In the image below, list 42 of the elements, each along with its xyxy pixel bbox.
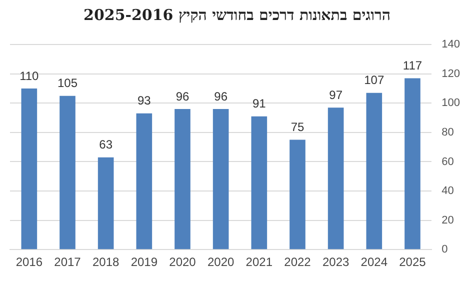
x-tick-label: 2017 — [54, 255, 82, 270]
bar — [328, 108, 344, 250]
y-tick-label: 60 — [442, 156, 454, 168]
bar — [98, 157, 114, 250]
x-tick-label: 2019 — [130, 255, 158, 270]
data-label: 105 — [57, 76, 78, 90]
x-tick-label: 2020 — [169, 255, 196, 270]
bar — [290, 140, 306, 250]
x-tick-label: 2025 — [399, 255, 426, 270]
data-label: 96 — [214, 89, 228, 104]
x-tick-label: 2022 — [284, 255, 312, 270]
bar — [174, 109, 190, 250]
data-label: 63 — [99, 138, 113, 152]
y-tick-label: 40 — [442, 185, 454, 198]
y-tick-label: 20 — [442, 214, 454, 226]
x-tick-label: 2016 — [16, 255, 43, 270]
y-tick-label: 100 — [442, 97, 460, 110]
bar — [136, 113, 152, 250]
data-label: 75 — [290, 120, 304, 134]
y-tick-label: 80 — [442, 126, 454, 138]
bar — [366, 92, 382, 250]
data-label: 96 — [176, 89, 190, 104]
data-label: 107 — [364, 73, 384, 88]
x-tick-label: 2023 — [322, 255, 350, 270]
data-label: 93 — [137, 94, 152, 108]
x-tick-label: 2020 — [207, 255, 234, 270]
x-tick-label: 2021 — [246, 255, 273, 270]
chart-title: הרוגים בתאונות דרכים בחודשי הקיץ 2025-2016 — [82, 5, 392, 26]
x-tick-label: 2024 — [360, 255, 388, 270]
bar — [21, 88, 38, 250]
y-tick-label: 120 — [442, 68, 460, 80]
y-tick-label: 140 — [442, 38, 460, 51]
bar — [60, 96, 76, 250]
data-label: 91 — [252, 96, 266, 111]
data-label: 117 — [402, 58, 422, 73]
data-label: 110 — [20, 68, 40, 83]
data-label: 97 — [329, 88, 343, 102]
x-tick-label: 2018 — [92, 255, 120, 270]
y-tick-label: 0 — [442, 244, 448, 256]
bar — [251, 116, 268, 250]
bar — [404, 78, 420, 250]
bar — [212, 109, 229, 250]
